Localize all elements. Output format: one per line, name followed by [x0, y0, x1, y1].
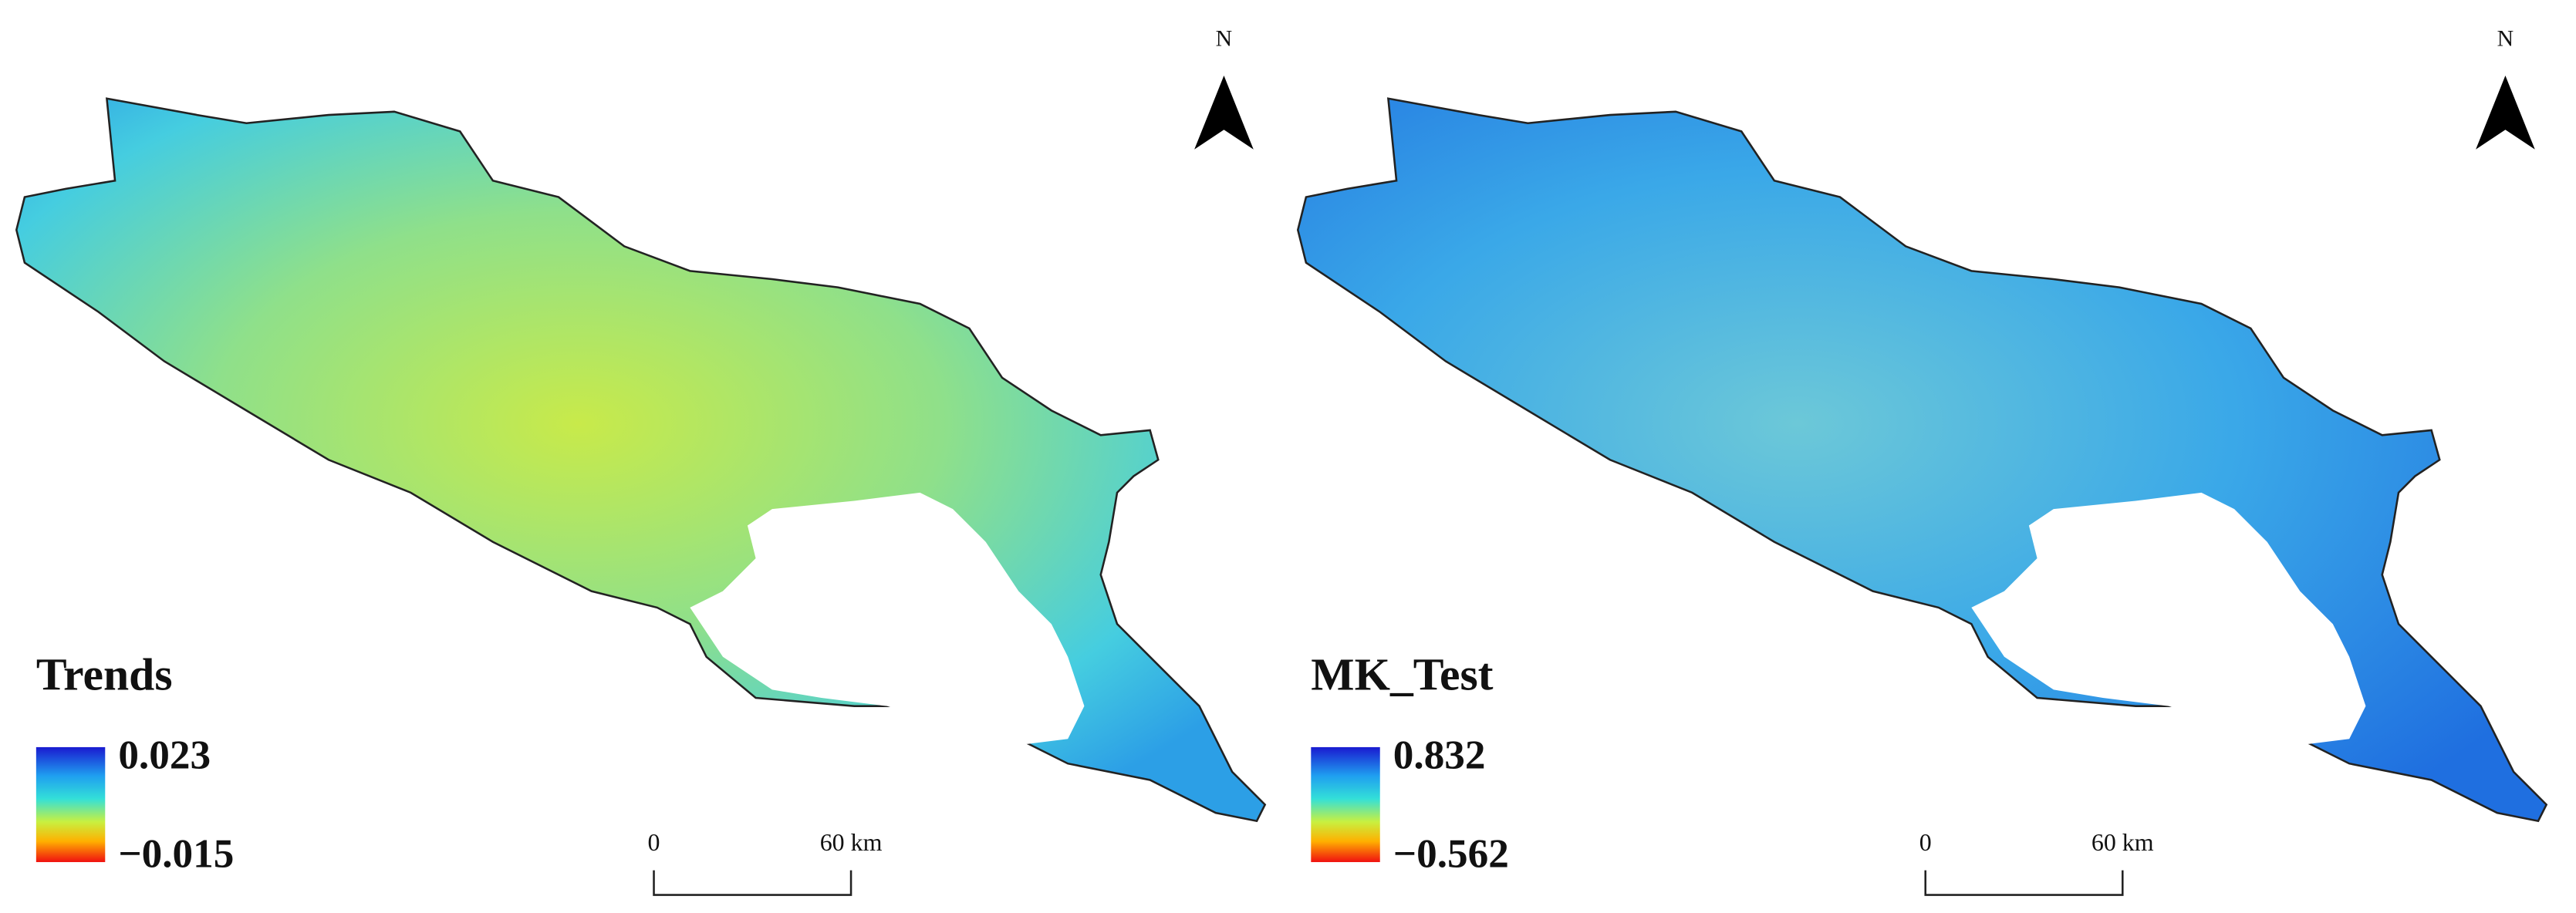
north-arrow [1194, 75, 1254, 150]
legend-min: −0.562 [1393, 830, 1509, 876]
scale-bar [653, 870, 852, 896]
legend-min: −0.015 [118, 830, 234, 876]
scale-bar [1924, 870, 2124, 896]
scale-start: 0 [1919, 829, 1932, 856]
north-label: N [2497, 26, 2514, 52]
scale-end: 60 km [2092, 829, 2154, 856]
legend-title: MK_Test [1311, 649, 1493, 699]
legend-max: 0.023 [118, 733, 211, 778]
scale-end: 60 km [820, 829, 883, 856]
north-label: N [1216, 26, 1233, 52]
north-arrow [2476, 75, 2535, 150]
color-ramp [35, 746, 106, 862]
scale-start: 0 [648, 829, 660, 856]
legend-title: Trends [36, 649, 173, 699]
color-ramp [1311, 746, 1380, 862]
panel-trends: N Trends 0.023 −0.015 0 60 km [15, 26, 1266, 896]
panel-mk: N MK_Test 0.832 −0.562 0 60 km [1296, 26, 2547, 896]
legend-max: 0.832 [1393, 733, 1486, 778]
